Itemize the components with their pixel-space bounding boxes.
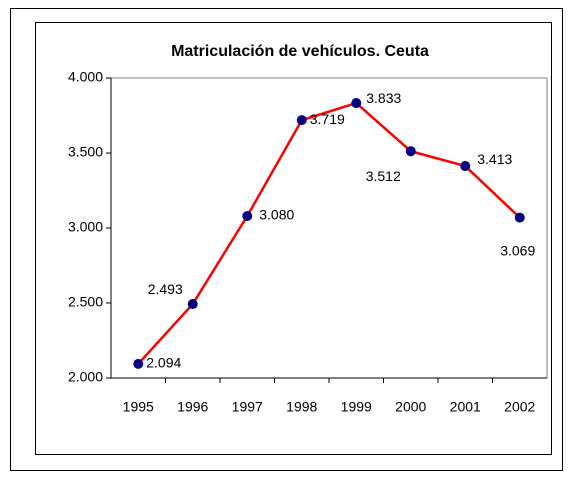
marker: [296, 115, 307, 126]
x-tick-label: 1997: [232, 399, 263, 415]
marker: [405, 146, 416, 157]
data-label: 3.512: [366, 168, 401, 184]
x-tick-label: 1998: [286, 399, 317, 415]
data-label: 2.493: [148, 281, 183, 297]
marker: [133, 358, 144, 369]
x-tick-label: 1996: [177, 399, 208, 415]
marker: [187, 299, 198, 310]
chart-title: Matriculación de vehículos. Ceuta: [171, 43, 429, 60]
marker: [460, 161, 471, 172]
x-tick-label: 2002: [504, 399, 535, 415]
data-label: 3.719: [310, 111, 345, 127]
data-label: 3.080: [259, 207, 294, 223]
x-tick-label: 1999: [341, 399, 372, 415]
y-tick-label: 2.000: [68, 369, 103, 385]
marker: [242, 211, 253, 221]
y-tick-label: 4.000: [68, 69, 103, 85]
chart-frame: [35, 22, 552, 455]
marker: [514, 212, 525, 223]
y-tick-label: 3.500: [68, 144, 103, 160]
y-tick-label: 2.500: [68, 294, 103, 310]
x-tick-label: 2001: [450, 399, 481, 415]
data-label: 3.833: [366, 90, 401, 106]
data-label: 2.094: [146, 355, 181, 371]
line: [137, 101, 521, 365]
data-label: 3.413: [477, 151, 512, 167]
x-tick-label: 2000: [395, 399, 426, 415]
marker: [351, 98, 362, 109]
y-tick-label: 3.000: [68, 219, 103, 235]
x-tick-label: 1995: [123, 399, 154, 415]
data-label: 3.069: [500, 242, 535, 258]
